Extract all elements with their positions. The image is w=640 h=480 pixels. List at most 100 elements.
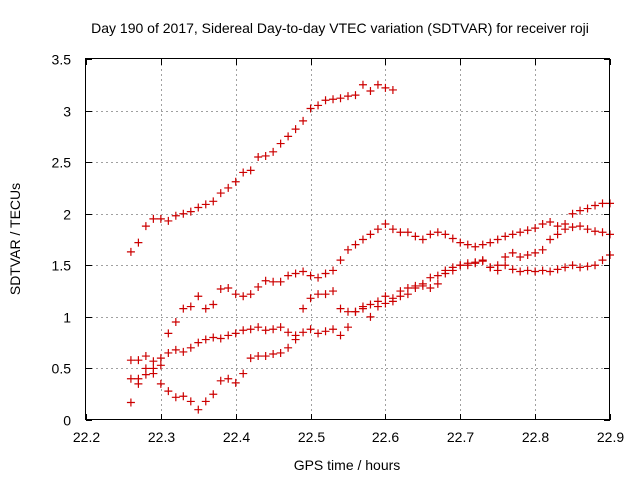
data-point: [373, 225, 382, 234]
data-point: [261, 352, 270, 361]
data-point: [194, 405, 203, 414]
data-point: [261, 151, 270, 160]
data-point: [546, 235, 555, 244]
y-axis-title: SDTVAR / TECUs: [7, 183, 23, 295]
data-point: [329, 266, 338, 275]
data-point: [269, 147, 278, 156]
data-point: [216, 285, 225, 294]
data-point: [231, 329, 240, 338]
data-point: [276, 323, 285, 332]
data-point: [411, 281, 420, 290]
data-point: [306, 104, 315, 113]
x-tick-label: 22.7: [447, 429, 474, 445]
data-point: [194, 292, 203, 301]
data-point: [269, 349, 278, 358]
data-point: [583, 204, 592, 213]
data-point: [501, 261, 510, 270]
data-point: [269, 277, 278, 286]
data-point: [314, 101, 323, 110]
data-point: [314, 329, 323, 338]
data-point: [448, 263, 457, 272]
data-point: [576, 206, 585, 215]
data-point: [134, 374, 143, 383]
data-point: [426, 273, 435, 282]
data-point: [344, 92, 352, 101]
x-tick-labels: 22.2 22.3 22.4 22.5 22.6 22.7 22.8 22.9: [73, 429, 624, 445]
data-point: [381, 299, 390, 308]
data-point: [553, 265, 562, 274]
satellite-track-2: [126, 217, 614, 370]
data-point: [591, 201, 600, 210]
data-point: [201, 397, 210, 406]
data-point: [329, 95, 338, 104]
data-point: [463, 259, 472, 268]
y-tick-label: 2: [63, 207, 71, 223]
data-point: [186, 207, 195, 216]
data-point: [329, 325, 338, 334]
data-point: [186, 302, 195, 311]
data-point: [418, 279, 427, 288]
data-point: [411, 232, 420, 241]
data-point: [403, 228, 412, 237]
data-point: [448, 234, 457, 243]
data-point: [329, 287, 338, 296]
data-point: [516, 267, 525, 276]
data-points: [126, 80, 614, 414]
data-point: [314, 273, 323, 282]
data-point: [344, 307, 352, 316]
satellite-track-4: [126, 250, 614, 414]
data-point: [396, 228, 405, 237]
data-point: [291, 335, 300, 344]
data-point: [254, 352, 263, 361]
data-point: [351, 240, 360, 249]
data-point: [561, 263, 570, 272]
data-point: [261, 276, 270, 285]
y-tick-label: 3.5: [52, 52, 72, 68]
data-point: [538, 245, 547, 254]
x-tick-label: 22.3: [148, 429, 175, 445]
data-point: [126, 356, 135, 365]
data-point: [598, 199, 607, 208]
data-point: [576, 222, 585, 231]
data-point: [381, 83, 390, 92]
data-point: [134, 238, 143, 247]
data-point: [366, 300, 375, 309]
data-point: [583, 262, 592, 271]
data-point: [433, 271, 442, 280]
data-point: [239, 326, 248, 335]
data-point: [433, 279, 442, 288]
data-point: [156, 379, 165, 388]
x-tick-label: 22.4: [223, 429, 250, 445]
data-point: [164, 216, 173, 225]
data-point: [553, 222, 562, 231]
data-point: [156, 354, 165, 363]
data-point: [306, 325, 315, 334]
data-point: [441, 230, 450, 239]
data-point: [224, 283, 233, 292]
data-point: [321, 290, 330, 299]
data-point: [284, 271, 293, 280]
y-tick-label: 2.5: [52, 155, 72, 171]
data-point: [209, 197, 218, 206]
data-point: [224, 183, 233, 192]
data-point: [501, 253, 510, 262]
data-point: [471, 242, 480, 251]
x-tick-label: 22.6: [372, 429, 399, 445]
data-point: [381, 220, 390, 229]
x-axis-title: GPS time / hours: [294, 457, 401, 473]
y-tick-label: 0.5: [52, 361, 72, 377]
data-point: [179, 347, 188, 356]
data-point: [164, 329, 173, 338]
data-point: [441, 266, 450, 275]
data-point: [381, 292, 390, 301]
data-point: [299, 304, 308, 313]
data-point: [134, 356, 143, 365]
data-point: [591, 261, 600, 270]
data-point: [246, 166, 255, 175]
data-point: [583, 225, 592, 234]
y-tick-label: 1.5: [52, 258, 72, 274]
data-point: [291, 125, 300, 134]
data-point: [276, 277, 285, 286]
data-point: [209, 390, 218, 399]
